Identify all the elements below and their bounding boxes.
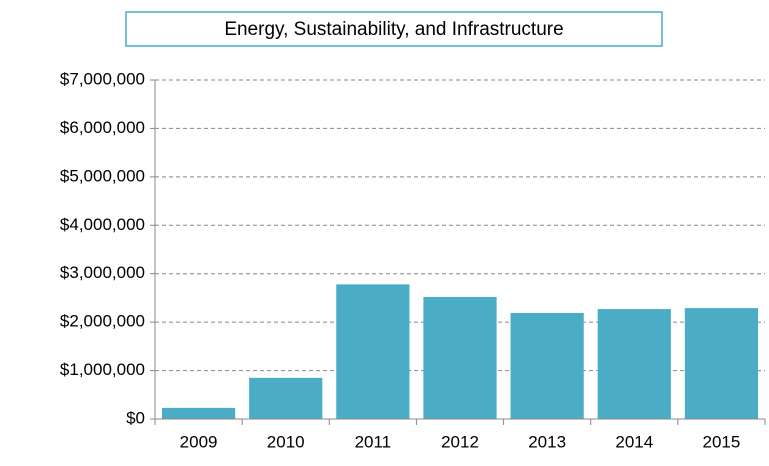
bar: [336, 284, 410, 419]
y-tick-label: $5,000,000: [60, 166, 145, 185]
bar: [597, 309, 671, 419]
y-tick-label: $6,000,000: [60, 118, 145, 137]
x-tick-label: 2012: [441, 432, 479, 451]
y-tick-label: $7,000,000: [60, 69, 145, 88]
x-tick-label: 2015: [703, 432, 741, 451]
y-tick-label: $4,000,000: [60, 215, 145, 234]
y-tick-label: $1,000,000: [60, 360, 145, 379]
x-tick-label: 2011: [355, 432, 392, 451]
chart-title: Energy, Sustainability, and Infrastructu…: [224, 19, 563, 40]
bar: [510, 312, 584, 419]
bar: [161, 407, 236, 419]
x-tick-label: 2010: [267, 432, 305, 451]
y-tick-label: $2,000,000: [60, 312, 145, 331]
x-tick-label: 2013: [528, 432, 566, 451]
title-box: [125, 11, 663, 47]
bar: [249, 377, 323, 419]
bar: [423, 296, 497, 419]
x-tick-label: 2009: [180, 432, 218, 451]
y-tick-label: $3,000,000: [60, 263, 145, 282]
y-tick-label: $0: [126, 408, 145, 427]
bar: [684, 308, 759, 419]
x-tick-label: 2014: [615, 432, 653, 451]
